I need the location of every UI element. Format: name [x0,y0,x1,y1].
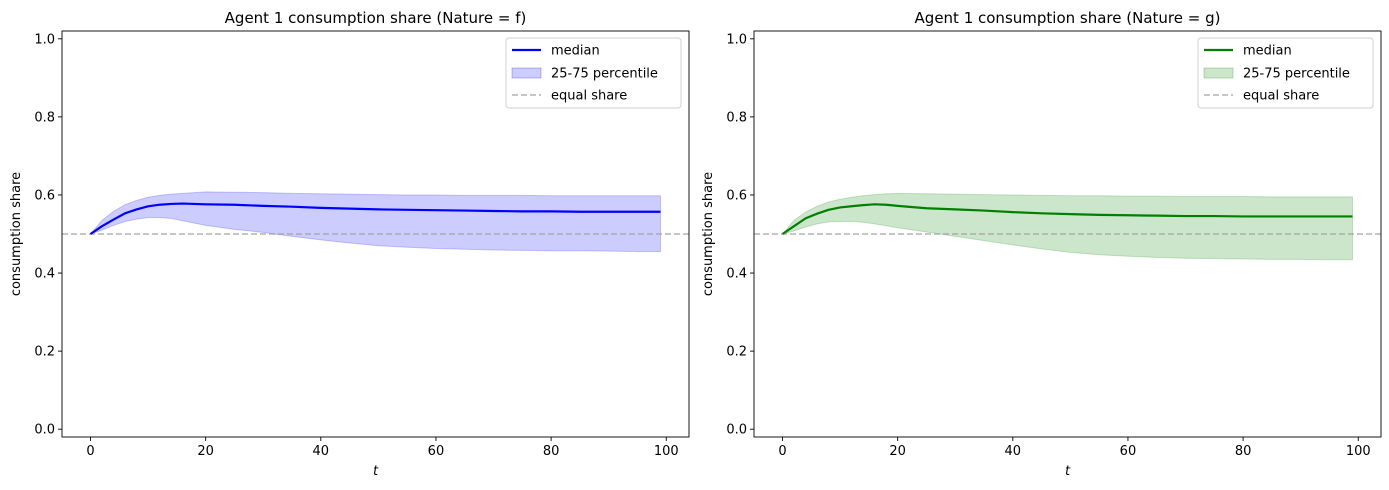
y-tick-label: 1.0 [726,32,747,47]
x-tick-label: 20 [889,444,906,459]
legend-band-swatch [1203,67,1234,79]
y-tick-label: 0.6 [34,188,55,203]
x-tick-label: 60 [1120,444,1137,459]
legend: median 25-75 percentile equal share [1197,37,1374,109]
y-axis-label: consumption share [9,172,24,296]
legend-box [1197,37,1374,109]
y-tick-label: 1.0 [34,32,55,47]
x-tick-label: 40 [1005,444,1022,459]
y-tick-label: 0.2 [34,345,55,360]
legend-band-label: 25-75 percentile [551,67,658,82]
x-tick-label: 100 [654,444,679,459]
chart-panel-2: 0 20 40 60 80 100 0.0 0.2 0.4 0.6 0.8 1.0 t consumpti… [701,9,1382,479]
y-tick-label: 0.8 [34,110,55,125]
y-tick-label: 0.4 [34,267,55,282]
y-tick-label: 0.4 [726,267,747,282]
axes-frame [61,30,690,438]
percentile-band [88,191,661,253]
y-tick-label: 0.0 [34,423,55,438]
percentile-band [781,192,1353,261]
x-axis-label: t [1065,464,1071,479]
legend-equal-share-label: equal share [1243,89,1319,104]
x-tick-label: 40 [313,444,330,459]
x-tick-label: 0 [86,444,94,459]
legend-band-label: 25-75 percentile [1243,67,1350,82]
chart-title: Agent 1 consumption share (Nature = g) [915,9,1221,27]
x-tick-label: 80 [1235,444,1252,459]
y-tick-label: 0.2 [726,345,747,360]
axes-frame [753,30,1382,438]
y-tick-label: 0.0 [726,423,747,438]
legend-median-label: median [551,44,600,59]
legend-band-swatch [511,67,542,79]
x-tick-label: 60 [428,444,445,459]
legend-box [505,37,682,109]
x-tick-label: 20 [197,444,214,459]
x-axis-label: t [373,464,379,479]
legend: median 25-75 percentile equal share [505,37,682,109]
chart-title: Agent 1 consumption share (Nature = f) [225,9,527,27]
y-tick-label: 0.6 [726,188,747,203]
chart-panel-1: 0 20 40 60 80 100 0.0 0.2 0.4 0.6 0.8 1.0 t consumpti… [9,9,690,479]
x-tick-label: 0 [778,444,786,459]
y-tick-label: 0.8 [726,110,747,125]
x-tick-label: 80 [543,444,560,459]
median-line [781,203,1353,235]
median-line [89,202,661,235]
legend-equal-share-label: equal share [551,89,627,104]
legend-median-label: median [1243,44,1292,59]
x-tick-label: 100 [1346,444,1371,459]
y-axis-label: consumption share [701,172,716,296]
